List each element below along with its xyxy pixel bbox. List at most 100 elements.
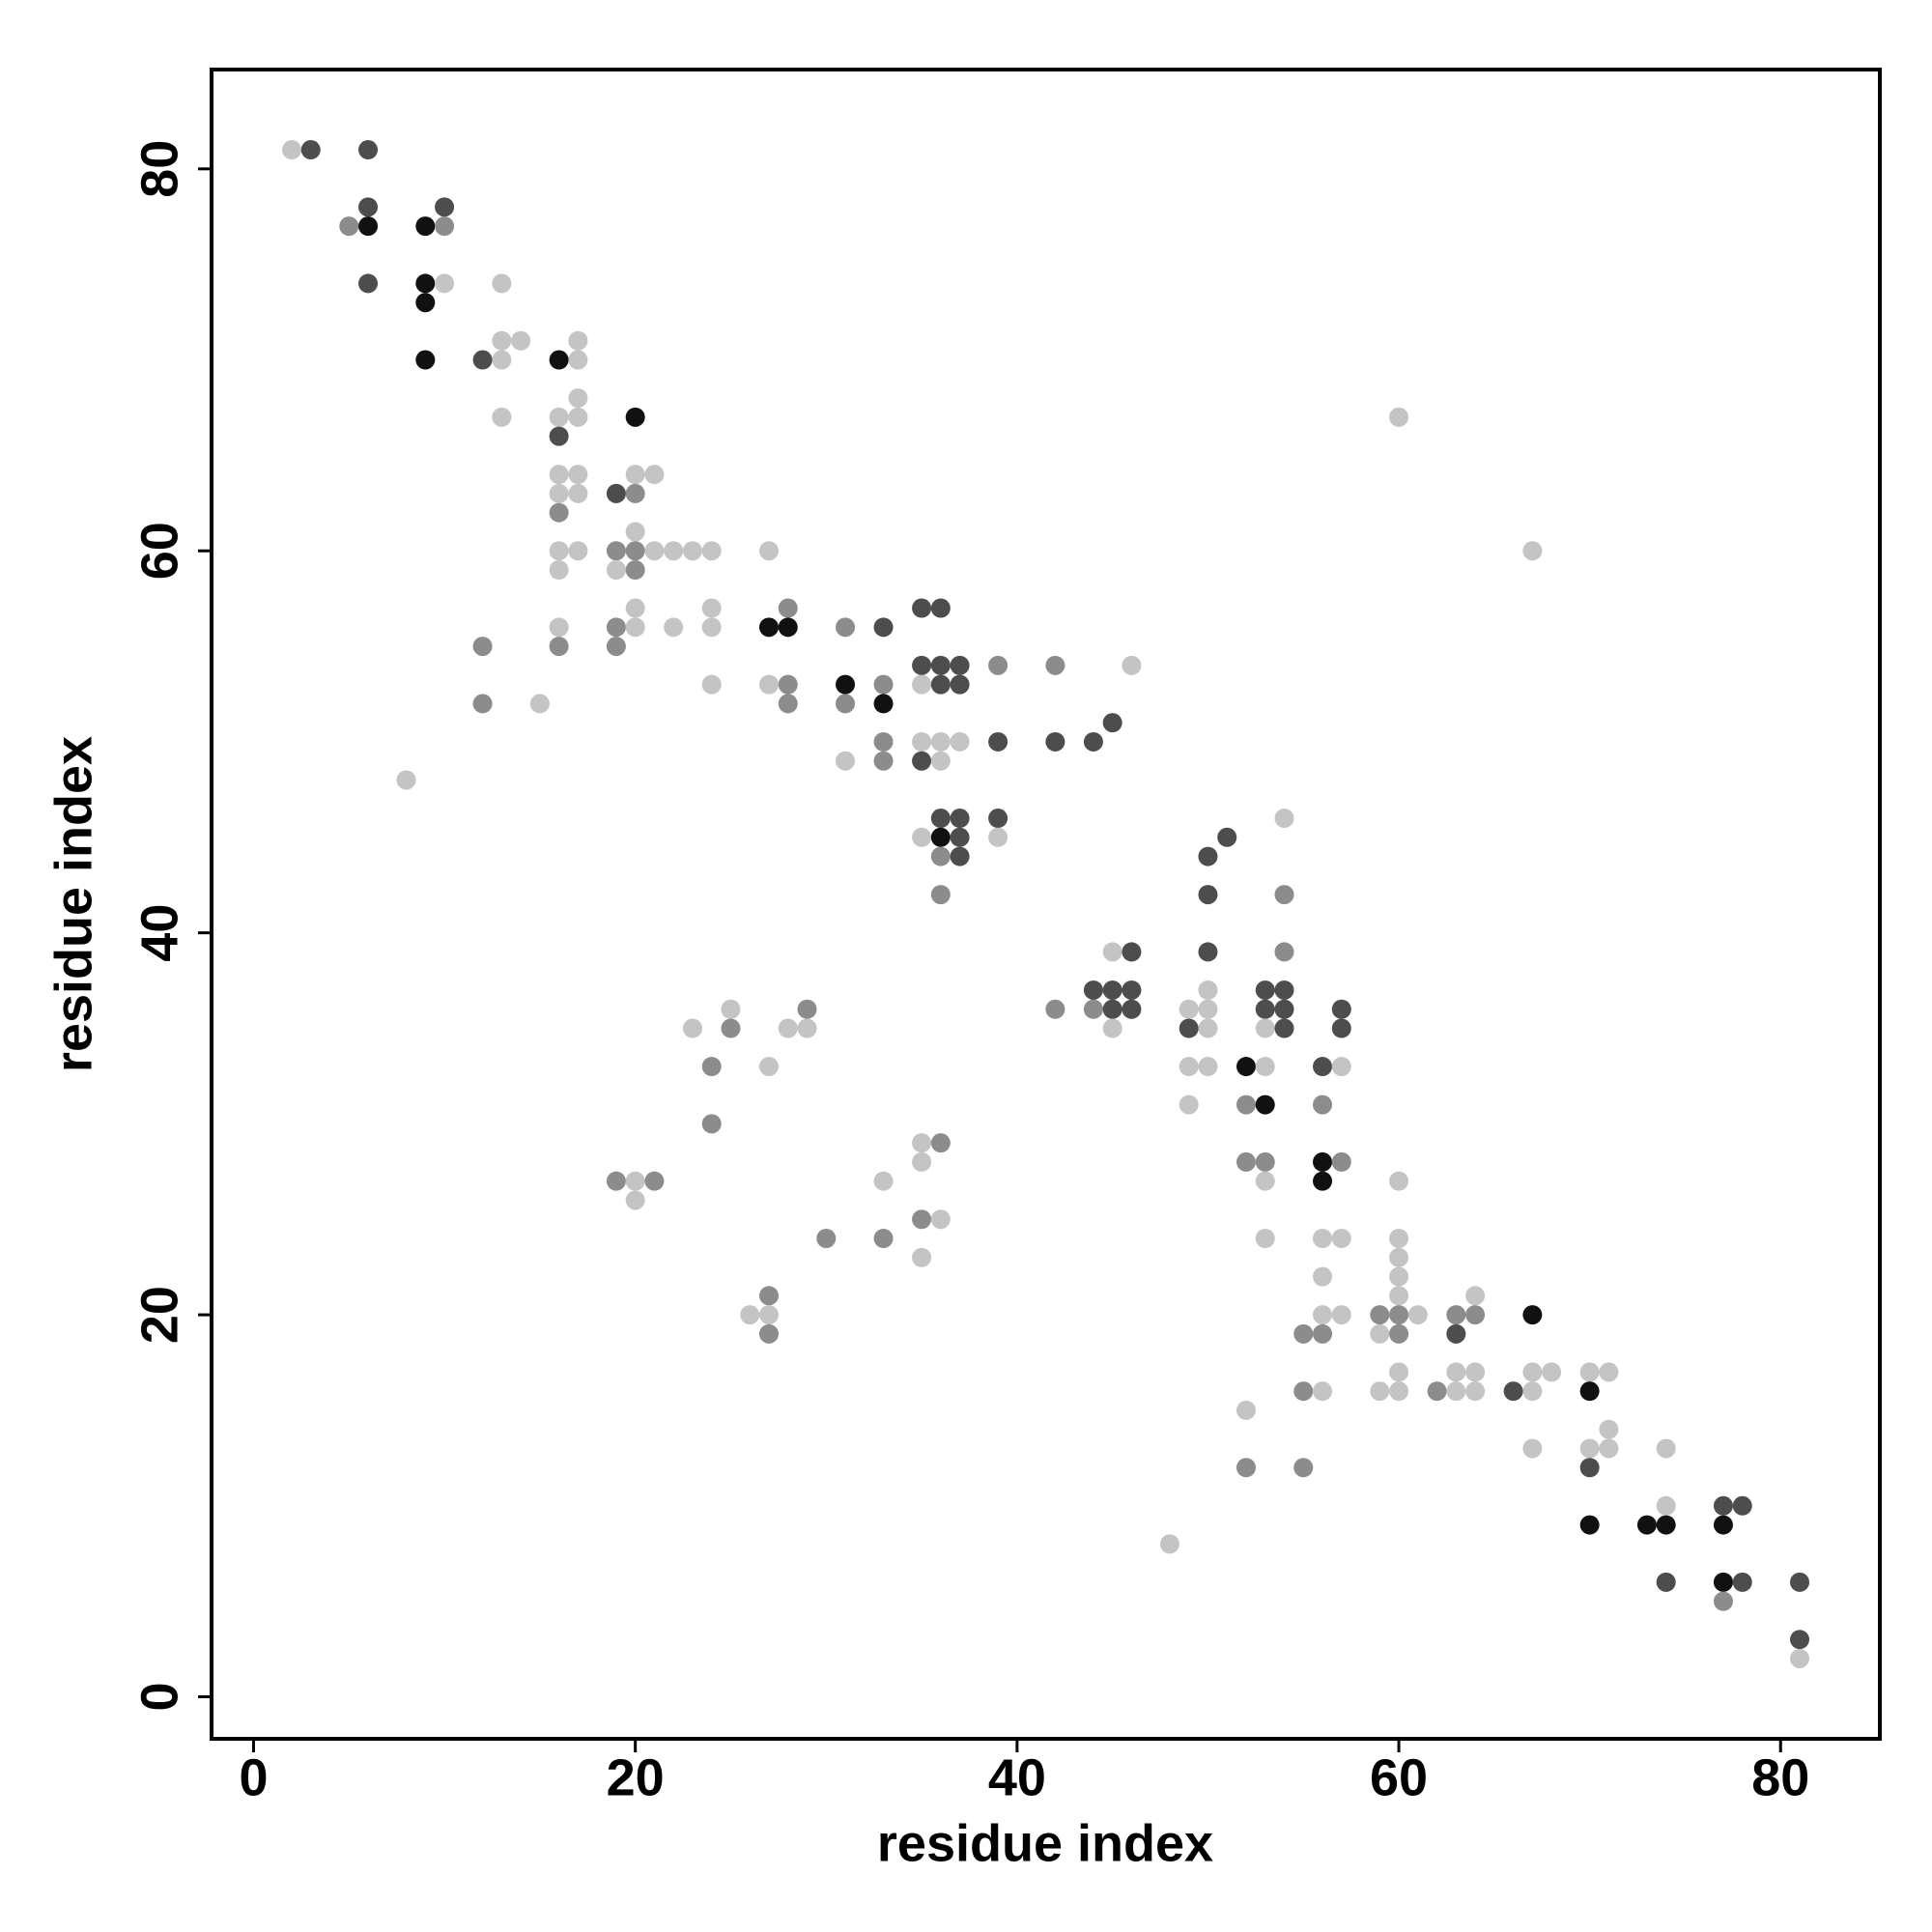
point bbox=[1293, 1323, 1314, 1344]
point bbox=[549, 541, 569, 561]
point bbox=[930, 674, 951, 695]
point bbox=[492, 350, 512, 370]
point bbox=[758, 674, 779, 695]
point bbox=[1465, 1286, 1486, 1306]
x-tick-label: 60 bbox=[1370, 1748, 1428, 1806]
point bbox=[1274, 999, 1294, 1019]
point bbox=[606, 483, 626, 503]
point bbox=[836, 617, 856, 638]
point bbox=[1236, 1057, 1256, 1077]
point bbox=[1599, 1362, 1619, 1382]
point bbox=[721, 1018, 741, 1038]
point bbox=[873, 1171, 894, 1191]
point bbox=[1255, 1018, 1275, 1038]
point bbox=[836, 751, 856, 771]
point bbox=[1446, 1305, 1466, 1325]
point bbox=[1122, 655, 1142, 675]
point bbox=[281, 140, 301, 160]
point bbox=[1198, 1057, 1218, 1077]
point bbox=[1790, 1572, 1810, 1592]
y-tick-label: 0 bbox=[130, 1682, 188, 1711]
point bbox=[701, 617, 722, 638]
point bbox=[1313, 1171, 1333, 1191]
point bbox=[912, 1151, 932, 1172]
point bbox=[930, 655, 951, 675]
point bbox=[549, 350, 569, 370]
point bbox=[1198, 846, 1218, 867]
point bbox=[1389, 407, 1409, 427]
point bbox=[1198, 942, 1218, 962]
point bbox=[758, 1286, 779, 1306]
point bbox=[492, 407, 512, 427]
point bbox=[415, 273, 436, 294]
point bbox=[415, 293, 436, 313]
point bbox=[1198, 980, 1218, 1000]
point bbox=[1713, 1591, 1733, 1611]
point bbox=[1656, 1515, 1676, 1535]
point bbox=[1389, 1286, 1409, 1306]
point bbox=[358, 273, 379, 294]
point bbox=[778, 1018, 798, 1038]
point bbox=[1313, 1228, 1333, 1248]
y-tick-label: 60 bbox=[130, 522, 188, 580]
point bbox=[1389, 1323, 1409, 1344]
point bbox=[1522, 541, 1543, 561]
point bbox=[1179, 999, 1199, 1019]
point bbox=[930, 885, 951, 905]
point bbox=[1465, 1305, 1486, 1325]
point bbox=[1713, 1515, 1733, 1535]
x-tick-label: 40 bbox=[988, 1748, 1046, 1806]
point bbox=[758, 1057, 779, 1077]
point bbox=[606, 560, 626, 581]
point bbox=[1389, 1381, 1409, 1402]
point bbox=[1274, 980, 1294, 1000]
point bbox=[1045, 731, 1065, 752]
point bbox=[1522, 1362, 1543, 1382]
point bbox=[625, 617, 645, 638]
point bbox=[339, 216, 359, 237]
point bbox=[873, 694, 894, 714]
point bbox=[1179, 1094, 1199, 1115]
point bbox=[1579, 1515, 1600, 1535]
point bbox=[1331, 999, 1351, 1019]
point bbox=[797, 999, 817, 1019]
point bbox=[549, 502, 569, 523]
point bbox=[988, 809, 1009, 829]
point bbox=[1579, 1458, 1600, 1478]
point bbox=[1407, 1305, 1428, 1325]
point bbox=[1599, 1419, 1619, 1439]
point bbox=[568, 388, 588, 409]
point bbox=[1313, 1151, 1333, 1172]
point bbox=[912, 731, 932, 752]
point bbox=[606, 617, 626, 638]
point bbox=[549, 426, 569, 446]
point bbox=[358, 140, 379, 160]
point bbox=[549, 465, 569, 485]
point bbox=[1732, 1495, 1752, 1516]
point bbox=[625, 465, 645, 485]
point bbox=[1331, 1057, 1351, 1077]
point bbox=[568, 541, 588, 561]
point bbox=[1102, 713, 1122, 733]
point bbox=[740, 1305, 760, 1325]
point bbox=[1274, 1018, 1294, 1038]
point bbox=[644, 1171, 665, 1191]
point bbox=[549, 617, 569, 638]
point bbox=[701, 541, 722, 561]
point bbox=[1579, 1381, 1600, 1402]
point bbox=[1656, 1438, 1676, 1459]
point bbox=[950, 809, 970, 829]
x-tick-label: 0 bbox=[239, 1748, 268, 1806]
point bbox=[1732, 1572, 1752, 1592]
point bbox=[950, 846, 970, 867]
point bbox=[950, 731, 970, 752]
point bbox=[1790, 1648, 1810, 1668]
point bbox=[568, 465, 588, 485]
x-tick-label: 20 bbox=[607, 1748, 665, 1806]
y-tick-label: 20 bbox=[130, 1286, 188, 1344]
point bbox=[358, 197, 379, 217]
point bbox=[396, 770, 416, 790]
point bbox=[1255, 1151, 1275, 1172]
point bbox=[625, 560, 645, 581]
point bbox=[873, 731, 894, 752]
